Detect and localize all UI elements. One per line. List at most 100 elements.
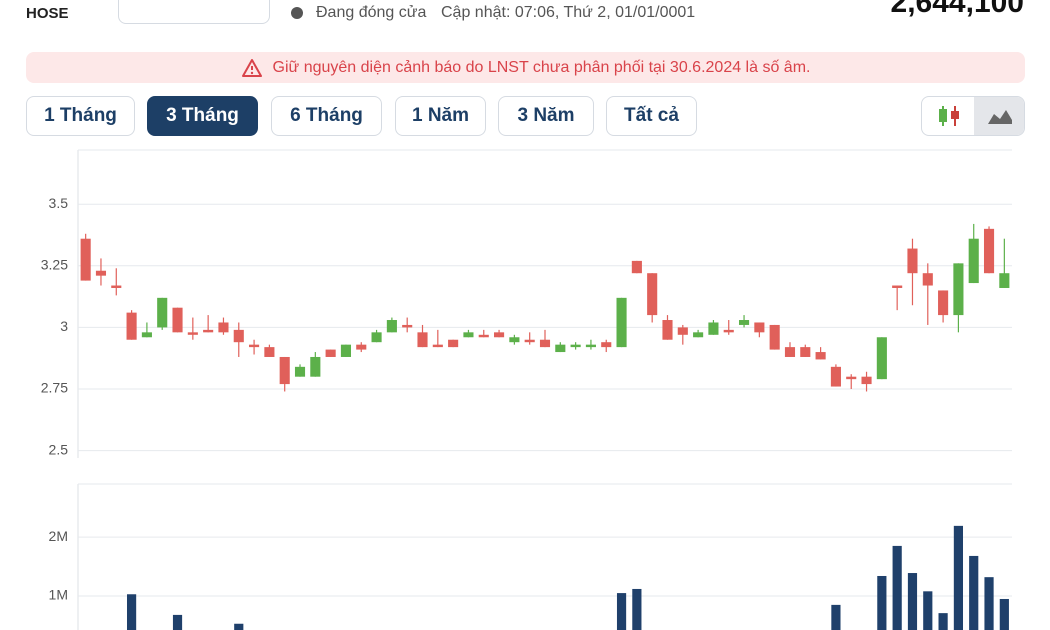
volume-bar: [616, 593, 627, 630]
candle-body: [983, 228, 995, 274]
y-tick-label: 1M: [49, 587, 68, 603]
candle-body: [769, 324, 780, 350]
candle-body: [95, 270, 107, 276]
volume-bar: [126, 594, 137, 630]
price-box: [118, 0, 270, 24]
volume-bar: [632, 588, 642, 630]
candle-body: [616, 297, 627, 348]
candle-body: [677, 327, 688, 335]
candle-body: [999, 273, 1010, 288]
volume-bar: [923, 591, 933, 630]
status: Đang đóng cửa: [316, 4, 427, 21]
candle-body: [846, 376, 857, 380]
volume-bar: [999, 598, 1009, 630]
candle-body: [264, 347, 275, 357]
candle-body: [555, 344, 566, 353]
candle-body: [187, 332, 198, 335]
candle-body: [815, 352, 826, 360]
volume-bar: [234, 623, 244, 630]
candle-body: [938, 290, 949, 316]
volume-bar: [938, 613, 948, 630]
y-tick-label: 3: [60, 318, 68, 334]
candle-body: [432, 344, 443, 348]
updated: Cập nhật: 07:06, Thứ 2, 01/01/0001: [441, 4, 696, 21]
candle-body: [892, 285, 903, 288]
volume-bar: [953, 525, 964, 630]
area-toggle-bg[interactable]: [974, 96, 1024, 136]
volume-bar: [892, 545, 902, 630]
candle-body: [907, 248, 918, 274]
candle-body: [325, 349, 336, 357]
candle-body: [218, 322, 229, 333]
candle-body: [585, 344, 596, 348]
candle-body: [509, 337, 520, 343]
candle-body: [662, 320, 673, 340]
candle-body: [922, 273, 933, 286]
warning-icon: [241, 58, 262, 77]
candle-body: [784, 347, 796, 357]
chart-type-toggle[interactable]: [921, 96, 1025, 136]
range-button[interactable]: 1 Tháng: [26, 96, 135, 136]
range-button[interactable]: 6 Tháng: [271, 96, 382, 136]
volume-bar: [907, 573, 918, 630]
candle-body: [861, 376, 872, 385]
candle-body: [601, 342, 612, 348]
candle-body: [738, 320, 750, 325]
volume-bar: [172, 614, 183, 630]
candle-body: [708, 322, 719, 335]
candle-body: [570, 344, 581, 348]
candle-body: [402, 324, 413, 328]
candle-body: [754, 322, 765, 333]
candle-body: [463, 332, 474, 338]
candle-body: [478, 334, 489, 338]
y-tick-label: 2.75: [41, 380, 68, 396]
alert-text: Giữ nguyên diện cảnh báo do LNST chưa ph…: [272, 58, 811, 76]
candle-body: [340, 344, 352, 357]
candle-body: [494, 332, 505, 338]
candle-body: [647, 273, 658, 316]
candle-body: [203, 329, 214, 333]
chart-type-icons: [939, 96, 1024, 136]
candle-body: [371, 332, 382, 343]
candle-body: [157, 297, 168, 328]
candle-body: [111, 285, 122, 288]
candle-body: [356, 344, 367, 350]
candle-body: [249, 344, 260, 348]
alert: Giữ nguyên diện cảnh báo do LNST chưa ph…: [26, 52, 1025, 83]
candle-body: [693, 332, 704, 338]
volume-total: 2,644,100: [890, 0, 1024, 19]
candle-body: [141, 332, 152, 338]
y-tick-label: 3.25: [41, 257, 68, 273]
y-tick-label: 3.5: [49, 195, 69, 211]
candle-body: [723, 329, 734, 333]
exchange: HOSE: [26, 5, 69, 22]
candle-body: [876, 337, 887, 380]
candle-body: [172, 307, 183, 333]
volume-bar: [877, 575, 887, 630]
candle-body: [126, 312, 137, 340]
candle-body: [310, 356, 321, 377]
y-tick-label: 2.5: [49, 441, 69, 457]
range-button[interactable]: 1 Năm: [395, 96, 486, 136]
candle-body: [294, 366, 306, 377]
candle-body: [417, 332, 428, 348]
y-tick-label: 2M: [49, 528, 68, 544]
volume-bar: [984, 577, 994, 630]
volume-bar: [969, 555, 979, 630]
candle-body: [80, 238, 91, 281]
candle-body: [524, 339, 535, 343]
candle-body: [631, 260, 642, 274]
volume-bar: [831, 604, 841, 630]
range-button[interactable]: 3 Năm: [498, 96, 594, 136]
candle-body: [233, 329, 244, 343]
candle-body: [539, 339, 551, 348]
candle-body: [968, 238, 979, 284]
range-button[interactable]: Tất cả: [606, 96, 697, 136]
candle-body: [386, 320, 397, 333]
candle-body: [279, 356, 290, 385]
candle-body: [448, 339, 459, 348]
range-button[interactable]: 3 Tháng: [147, 96, 258, 136]
status-dot: [291, 7, 303, 19]
